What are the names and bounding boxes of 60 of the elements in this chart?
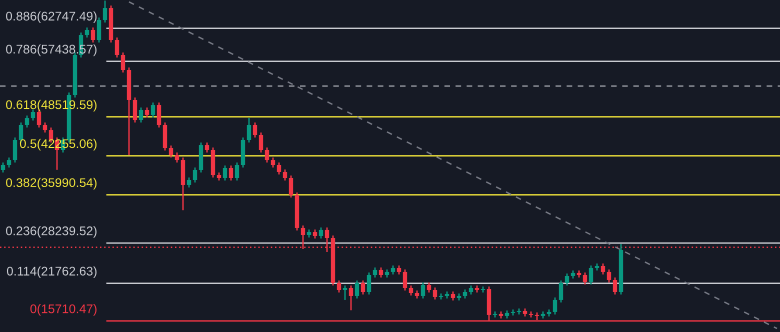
ref-line-label: 0.886(62747.49): [6, 11, 97, 24]
candlestick: [132, 96, 138, 124]
candlestick: [582, 272, 588, 286]
candlestick: [270, 156, 276, 168]
candlestick: [174, 152, 180, 164]
candlestick: [336, 280, 342, 294]
candlestick: [6, 156, 12, 168]
candlestick: [402, 268, 408, 292]
candlestick: [90, 26, 96, 44]
candlestick: [120, 52, 126, 74]
candlestick: [360, 280, 366, 296]
candlestick: [288, 174, 294, 198]
candlestick: [606, 268, 612, 284]
candlestick: [84, 26, 90, 38]
candlestick: [264, 146, 270, 164]
candlestick: [366, 272, 372, 296]
candlestick: [252, 122, 258, 138]
candlestick: [612, 276, 618, 296]
candlestick: [564, 272, 570, 286]
candlestick: [318, 226, 324, 240]
candlestick: [192, 166, 198, 184]
candlestick: [246, 117, 252, 144]
candlestick: [102, 0, 108, 24]
candlestick: [168, 144, 174, 158]
candlestick: [114, 36, 120, 58]
ref-line-label: 0.236(28239.52): [6, 226, 97, 238]
ref-line-label: 0(15710.47): [30, 304, 97, 316]
candlestick: [222, 164, 228, 182]
ref-line-label: 0.114(21762.63): [6, 266, 97, 278]
candlestick: [96, 16, 102, 44]
candlestick: [0, 162, 6, 174]
candlestick: [24, 114, 30, 128]
candlestick: [426, 282, 432, 294]
candlestick: [186, 176, 192, 188]
candlestick: [276, 162, 282, 176]
candlestick: [144, 106, 150, 118]
candlestick: [558, 280, 564, 304]
candlestick: [420, 282, 426, 300]
candlestick: [432, 286, 438, 300]
candlestick: [354, 280, 360, 300]
candlestick: [150, 102, 156, 118]
candlestick: [600, 262, 606, 276]
candlestick: [234, 162, 240, 182]
candlestick: [12, 136, 18, 164]
candlestick: [372, 266, 378, 278]
candlestick: [408, 284, 414, 296]
candlestick: [138, 106, 144, 124]
candlestick: [162, 122, 168, 152]
candlestick: [204, 142, 210, 154]
candlestick: [282, 168, 288, 182]
candlestick: [378, 266, 384, 278]
candlestick: [228, 164, 234, 182]
candlestick: [552, 296, 558, 316]
candlestick: [348, 284, 354, 311]
candlestick: [156, 102, 162, 128]
candlestick: [342, 284, 348, 301]
ref-line-label: 0.382(35990.54): [6, 178, 97, 190]
candlestick: [588, 264, 594, 286]
candlestick: [258, 132, 264, 154]
candlestick: [42, 122, 48, 134]
